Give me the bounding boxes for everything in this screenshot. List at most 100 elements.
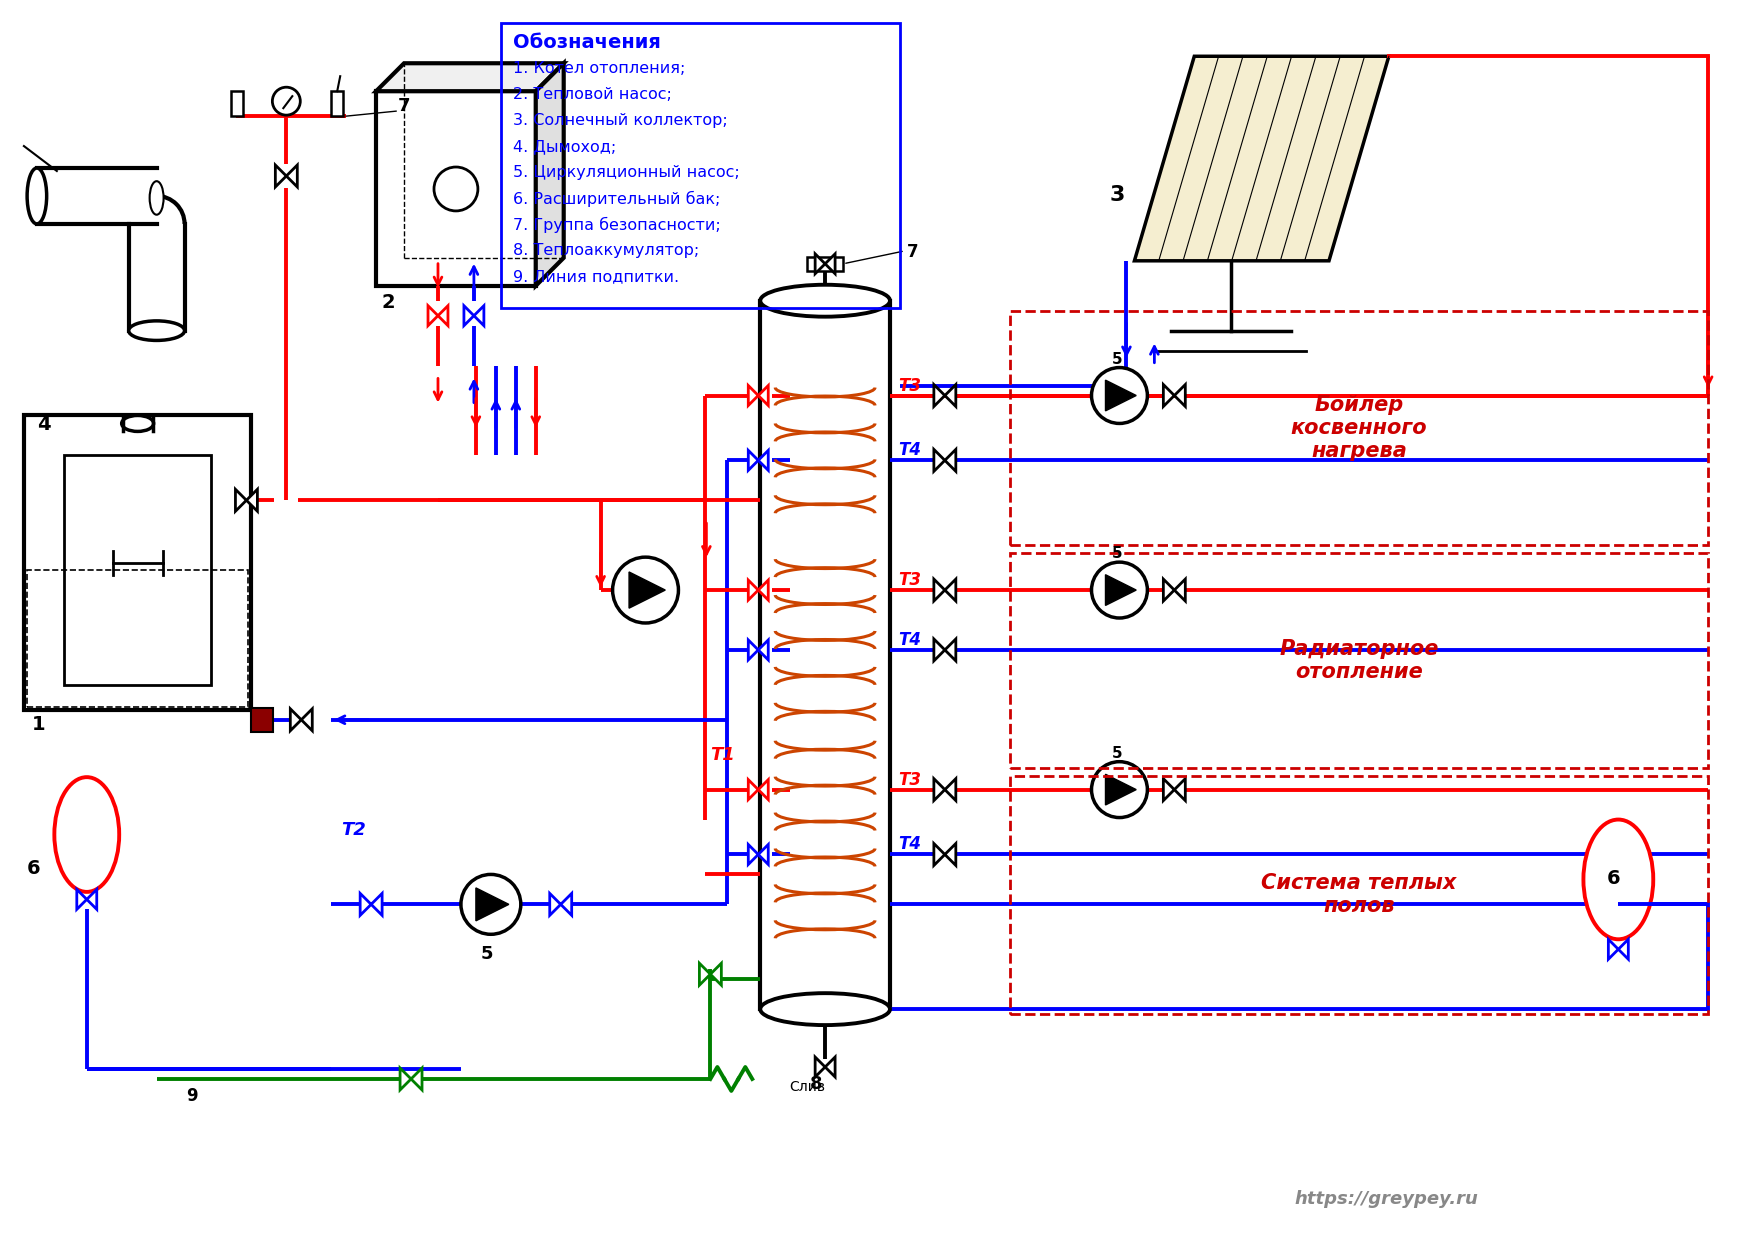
- Polygon shape: [700, 963, 710, 986]
- Polygon shape: [291, 709, 302, 730]
- Text: 5: 5: [1112, 745, 1123, 760]
- Polygon shape: [1163, 384, 1175, 407]
- Polygon shape: [1105, 381, 1137, 410]
- Polygon shape: [749, 580, 758, 600]
- Polygon shape: [535, 63, 563, 285]
- Bar: [232, 92, 244, 117]
- Polygon shape: [945, 639, 956, 661]
- Text: 5: 5: [481, 945, 493, 963]
- Text: 9: 9: [186, 1087, 198, 1105]
- Text: 7: 7: [907, 243, 919, 260]
- Polygon shape: [474, 306, 484, 326]
- Polygon shape: [1105, 774, 1137, 805]
- Polygon shape: [1175, 579, 1186, 601]
- Polygon shape: [1608, 939, 1619, 960]
- Ellipse shape: [1584, 820, 1654, 939]
- Polygon shape: [375, 63, 563, 92]
- Circle shape: [1091, 367, 1147, 423]
- Bar: [251, 708, 274, 732]
- Polygon shape: [933, 779, 945, 801]
- Circle shape: [612, 557, 679, 622]
- Bar: [25, 415, 251, 709]
- Text: T4: T4: [898, 441, 921, 459]
- Polygon shape: [758, 640, 768, 660]
- Polygon shape: [1105, 574, 1137, 605]
- Polygon shape: [749, 780, 758, 800]
- Polygon shape: [824, 254, 835, 274]
- Polygon shape: [77, 889, 86, 909]
- Polygon shape: [475, 888, 509, 921]
- Text: 4. Дымоход;: 4. Дымоход;: [512, 139, 616, 154]
- Text: 6: 6: [1607, 869, 1621, 888]
- Polygon shape: [372, 893, 382, 915]
- Polygon shape: [933, 579, 945, 601]
- Text: 1. Котел отопления;: 1. Котел отопления;: [512, 61, 686, 76]
- Text: 3: 3: [1110, 185, 1124, 205]
- Text: 9. Линия подпитки.: 9. Линия подпитки.: [512, 269, 679, 284]
- Text: T4: T4: [898, 631, 921, 649]
- Polygon shape: [749, 640, 758, 660]
- Text: 3. Солнечный коллектор;: 3. Солнечный коллектор;: [512, 113, 728, 128]
- Polygon shape: [758, 450, 768, 470]
- Polygon shape: [1175, 384, 1186, 407]
- Polygon shape: [824, 1056, 835, 1078]
- Polygon shape: [749, 450, 758, 470]
- Polygon shape: [710, 963, 721, 986]
- Ellipse shape: [54, 777, 119, 892]
- Polygon shape: [758, 780, 768, 800]
- Text: 6. Расширительный бак;: 6. Расширительный бак;: [512, 191, 721, 207]
- Polygon shape: [933, 384, 945, 407]
- Ellipse shape: [128, 321, 184, 341]
- Polygon shape: [438, 306, 447, 326]
- Polygon shape: [758, 844, 768, 864]
- Text: T1: T1: [710, 745, 735, 764]
- Bar: [1010, 553, 1708, 768]
- Text: T2: T2: [342, 821, 367, 838]
- Polygon shape: [1135, 56, 1389, 260]
- Text: Обозначения: Обозначения: [512, 33, 661, 52]
- Ellipse shape: [759, 285, 889, 316]
- Circle shape: [433, 167, 477, 211]
- Text: 4: 4: [37, 415, 51, 434]
- Text: 2: 2: [381, 293, 395, 311]
- Polygon shape: [302, 709, 312, 730]
- Polygon shape: [286, 165, 296, 187]
- Polygon shape: [945, 449, 956, 471]
- Text: 8: 8: [810, 1075, 823, 1092]
- Text: T4: T4: [898, 836, 921, 853]
- Polygon shape: [360, 893, 372, 915]
- Polygon shape: [86, 889, 96, 909]
- Bar: [26, 570, 249, 707]
- Bar: [63, 455, 212, 684]
- Bar: [1010, 776, 1708, 1014]
- Polygon shape: [1175, 779, 1186, 801]
- Text: https://greypey.ru: https://greypey.ru: [1294, 1189, 1479, 1208]
- Text: Радиаторное
отопление: Радиаторное отопление: [1279, 639, 1438, 682]
- Polygon shape: [816, 254, 824, 274]
- Text: 1: 1: [32, 714, 46, 734]
- Text: Бойлер
косвенного
нагрева: Бойлер косвенного нагрева: [1291, 394, 1428, 461]
- Bar: [502, 24, 900, 308]
- Polygon shape: [235, 490, 246, 511]
- Polygon shape: [400, 1068, 410, 1090]
- Text: Слив: Слив: [789, 1080, 824, 1094]
- Polygon shape: [428, 306, 438, 326]
- Polygon shape: [1163, 579, 1175, 601]
- Text: 5: 5: [1112, 546, 1123, 562]
- Polygon shape: [758, 386, 768, 405]
- Polygon shape: [933, 449, 945, 471]
- Bar: [332, 92, 344, 117]
- Text: Система теплых
полов: Система теплых полов: [1261, 873, 1456, 916]
- Ellipse shape: [149, 181, 163, 215]
- Circle shape: [461, 874, 521, 934]
- Polygon shape: [933, 639, 945, 661]
- Polygon shape: [758, 580, 768, 600]
- Polygon shape: [1619, 939, 1628, 960]
- Ellipse shape: [26, 167, 47, 224]
- Polygon shape: [275, 165, 286, 187]
- Polygon shape: [463, 306, 474, 326]
- Polygon shape: [945, 779, 956, 801]
- Text: 5: 5: [1112, 352, 1123, 367]
- Polygon shape: [945, 384, 956, 407]
- Text: 7: 7: [398, 97, 410, 115]
